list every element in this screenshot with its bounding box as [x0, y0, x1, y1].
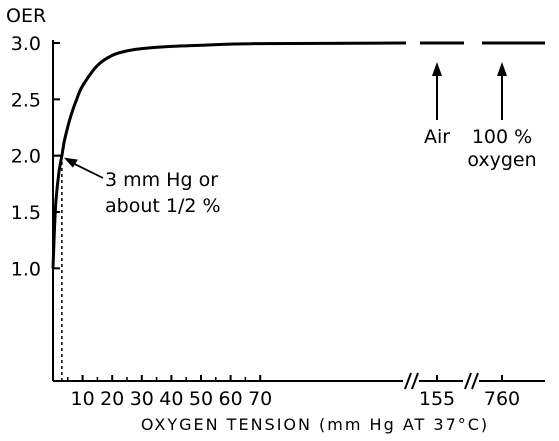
- arrowhead: [63, 157, 78, 168]
- y-tick-label: 1.0: [11, 258, 41, 280]
- x-tick-label: 30: [130, 388, 154, 410]
- y-tick-label: 2.5: [11, 89, 41, 111]
- annotation-text: 3 mm Hg or: [105, 169, 218, 191]
- y-axis-label: OER: [6, 5, 46, 27]
- axis-break-slash: [464, 372, 472, 390]
- annotation-air: Air: [424, 62, 450, 148]
- annotation-text: 100 %: [472, 126, 532, 148]
- x-tick-label: 760: [484, 388, 520, 410]
- annotation-text: Air: [424, 126, 450, 148]
- x-tick-label: 40: [159, 388, 183, 410]
- x-tick-label: 155: [419, 388, 455, 410]
- oer-curve-line: [51, 41, 407, 269]
- x-tick-label: 10: [71, 388, 95, 410]
- annotation-3mmhg: 3 mm Hg or about 1/2 %: [63, 157, 221, 217]
- x-tick-label: 70: [248, 388, 272, 410]
- annotation-oxygen: 100 %oxygen: [467, 62, 537, 171]
- axes: [52, 40, 545, 390]
- x-axis-label: OXYGEN TENSION (mm Hg AT 37°C): [141, 415, 489, 434]
- axis-break-mark: [463, 372, 479, 390]
- x-axis-ticks: 10 20 30 40 50 60 70 155 760: [67, 375, 520, 410]
- arrowhead: [432, 62, 442, 76]
- axis-break-mark: [403, 372, 419, 390]
- arrowhead: [497, 62, 507, 76]
- oer-curve: [51, 41, 545, 269]
- y-tick-label: 3.0: [11, 33, 41, 55]
- axis-break-slash: [411, 372, 419, 390]
- annotation-leader-line: [69, 160, 104, 179]
- x-tick-label: 50: [189, 388, 213, 410]
- axis-break-slash: [404, 372, 412, 390]
- annotation-text: oxygen: [467, 149, 536, 171]
- annotation-text: about 1/2 %: [105, 195, 221, 217]
- annotations: 3 mm Hg or about 1/2 % Air 100 %oxygen: [63, 62, 537, 217]
- axis-break-slash: [471, 372, 479, 390]
- x-tick-label: 20: [100, 388, 124, 410]
- x-tick-label: 60: [219, 388, 243, 410]
- y-tick-label: 1.5: [11, 202, 41, 224]
- y-tick-label: 2.0: [11, 146, 41, 168]
